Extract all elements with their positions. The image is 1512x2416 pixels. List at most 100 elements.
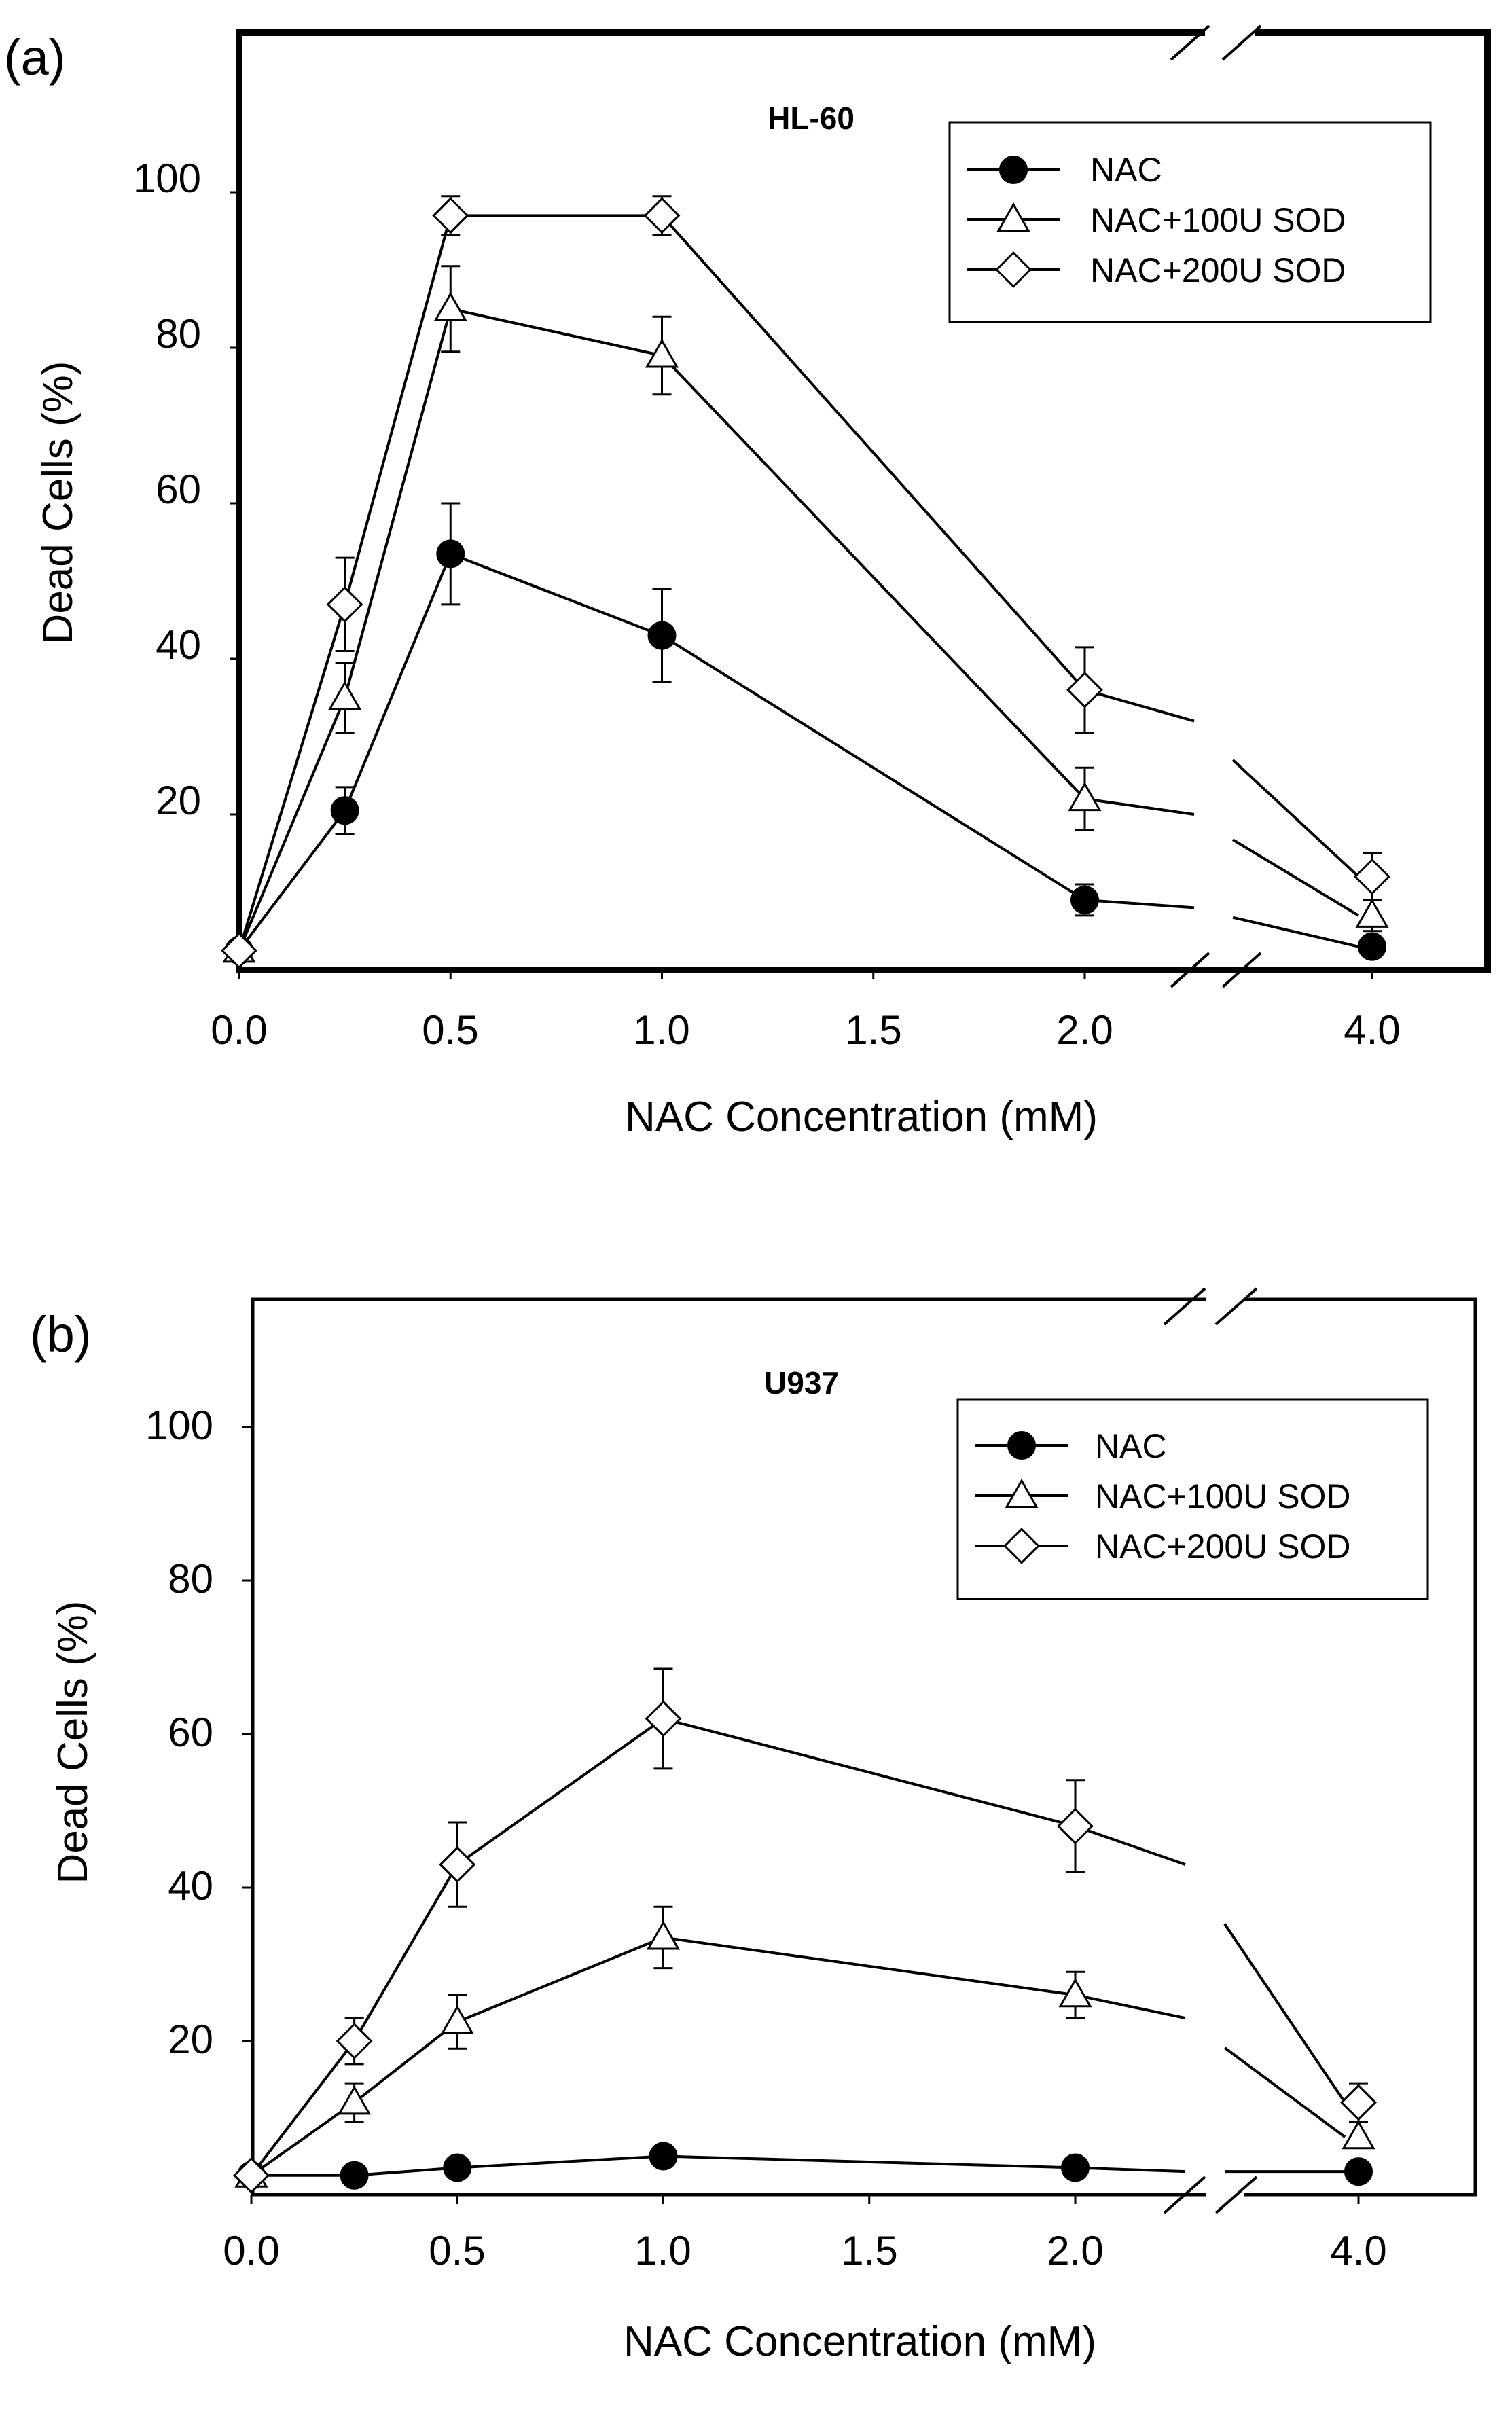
y-tick-label: 100 <box>133 156 201 201</box>
data-point <box>432 197 469 234</box>
break-mark <box>1170 952 1210 988</box>
panel-label: (b) <box>30 1306 91 1363</box>
legend-box <box>956 1398 1429 1600</box>
legend-marker <box>1003 1528 1040 1564</box>
data-point <box>649 2142 678 2171</box>
legend-label: NAC <box>1095 1427 1167 1465</box>
plot-frame <box>236 29 1491 973</box>
break-mark <box>1170 24 1210 61</box>
axis-gap <box>1205 23 1255 42</box>
y-tick-label: 20 <box>168 2017 213 2062</box>
legend-markers <box>975 1431 1068 1564</box>
data-point <box>1061 2153 1090 2182</box>
series-0 <box>237 2142 1373 2190</box>
x-tick-label: 4.0 <box>1344 1007 1400 1053</box>
data-point <box>1066 671 1103 708</box>
axis-break <box>1170 23 1262 1240</box>
break-mark <box>1163 1287 1206 1326</box>
data-point <box>440 2004 474 2034</box>
x-tick-label: 0.5 <box>429 2228 485 2273</box>
chart-title: U937 <box>764 1365 839 1401</box>
y-axis-title: Dead Cells (%) <box>50 1601 96 1884</box>
legend-marker <box>995 251 1032 288</box>
data-point <box>338 2085 372 2115</box>
y-tick-label: 80 <box>156 311 201 357</box>
series-line-after-break <box>1231 759 1360 878</box>
series-line <box>238 214 1195 951</box>
data-point <box>326 585 363 623</box>
x-tick-label: 0.0 <box>211 1007 267 1053</box>
chart-title: HL-60 <box>768 101 854 136</box>
y-tick-label: 20 <box>156 778 201 823</box>
y-tick-label: 60 <box>156 467 201 512</box>
data-point <box>646 1920 681 1950</box>
y-axis: 20 40 60 80 100 Dead Cells (%) <box>50 1403 213 2062</box>
panel-b: (b) U937 20 40 60 80 100 Dead Cells (%) … <box>30 1287 1477 2365</box>
panel-a: (a) HL-60 20 40 60 80 100 Dead Cells (%)… <box>4 23 1491 1240</box>
data-point <box>1342 2120 1375 2150</box>
data-point <box>233 2157 270 2194</box>
x-tick-label: 1.0 <box>633 1007 689 1053</box>
y-tick-label: 80 <box>168 1556 213 1602</box>
data-point <box>328 681 362 710</box>
series-line <box>238 552 1195 952</box>
data-point <box>1068 782 1102 812</box>
data-point <box>436 539 465 569</box>
data-point <box>1058 1978 1092 2008</box>
x-tick-label: 2.0 <box>1047 2228 1103 2273</box>
x-tick-label: 4.0 <box>1330 2228 1386 2273</box>
legend-marker <box>1005 1478 1039 1508</box>
series-2 <box>233 1667 1377 2194</box>
y-tick-label: 60 <box>168 1710 213 1755</box>
series-2 <box>221 195 1390 969</box>
y-axis: 20 40 60 80 100 Dead Cells (%) <box>35 156 201 823</box>
series-0 <box>225 502 1386 965</box>
data-point <box>645 338 679 368</box>
data-point <box>643 197 681 234</box>
series-line-after-break <box>1223 2047 1346 2138</box>
data-point <box>221 932 257 969</box>
series-line-after-break <box>1232 916 1359 948</box>
legend: NAC NAC+100U SOD NAC+200U SOD <box>956 1398 1429 1600</box>
axis-break <box>1163 1287 1258 2214</box>
series-line <box>251 2154 1186 2177</box>
data-point <box>1355 898 1389 928</box>
x-axis-title: NAC Concentration (mM) <box>624 2318 1096 2365</box>
series-line <box>238 307 1195 952</box>
break-mark <box>1214 1287 1258 1326</box>
y-tick-label: 40 <box>156 622 201 668</box>
data-point <box>330 796 359 825</box>
break-mark <box>1214 2176 1258 2214</box>
axis-gap <box>1205 1213 1255 1240</box>
series-line <box>250 1936 1186 2177</box>
x-tick-label: 2.0 <box>1056 1007 1113 1053</box>
x-tick-label: 1.5 <box>841 2228 897 2273</box>
data-point <box>1354 858 1390 895</box>
data-point <box>1057 1807 1094 1845</box>
legend-label: NAC+200U SOD <box>1090 251 1346 289</box>
x-tick-label: 0.0 <box>223 2228 279 2273</box>
legend-label: NAC <box>1090 151 1162 189</box>
data-point <box>443 2153 472 2182</box>
series-1 <box>222 265 1389 963</box>
x-axis: 0.0 0.5 1.0 1.5 2.0 4.0 NAC Concentratio… <box>211 1007 1400 1140</box>
legend-markers <box>967 156 1060 288</box>
legend-label: NAC+100U SOD <box>1090 201 1346 239</box>
y-axis-title: Dead Cells (%) <box>35 361 82 645</box>
y-tick-label: 100 <box>145 1403 213 1448</box>
legend: NAC NAC+100U SOD NAC+200U SOD <box>948 121 1432 323</box>
data-point <box>1358 932 1386 961</box>
data-point <box>1070 885 1099 914</box>
break-mark <box>1221 952 1262 988</box>
series-layer <box>221 191 1390 979</box>
x-tick-label: 0.5 <box>422 1007 478 1053</box>
series-line <box>250 1717 1186 2176</box>
legend-marker <box>1007 1431 1036 1460</box>
legend-marker <box>996 202 1030 232</box>
data-point <box>1344 2157 1373 2186</box>
legend-box <box>948 121 1432 323</box>
legend-marker <box>999 156 1028 184</box>
data-point <box>439 1846 476 1883</box>
data-point <box>645 1700 682 1737</box>
